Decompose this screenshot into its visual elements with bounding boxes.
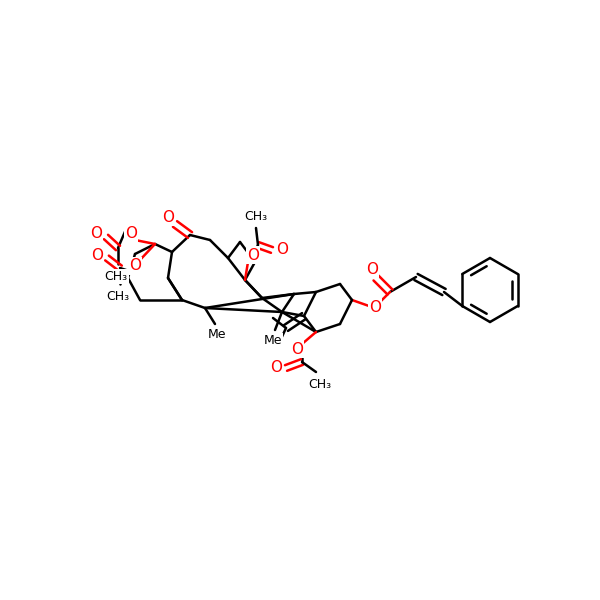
Text: O: O: [129, 259, 141, 274]
Text: CH₃: CH₃: [106, 289, 130, 302]
Text: O: O: [90, 226, 102, 241]
Text: O: O: [366, 263, 378, 277]
Text: Me: Me: [208, 328, 226, 340]
Text: O: O: [369, 299, 381, 314]
Text: O: O: [291, 341, 303, 356]
Text: Me: Me: [264, 334, 282, 346]
Text: CH₃: CH₃: [244, 209, 268, 223]
Text: O: O: [125, 226, 137, 241]
Text: O: O: [247, 247, 259, 263]
Text: O: O: [91, 248, 103, 263]
Text: CH₃: CH₃: [308, 377, 332, 391]
Text: O: O: [162, 209, 174, 224]
Text: CH₃: CH₃: [104, 269, 128, 283]
Text: O: O: [276, 242, 288, 257]
Text: O: O: [270, 361, 282, 376]
